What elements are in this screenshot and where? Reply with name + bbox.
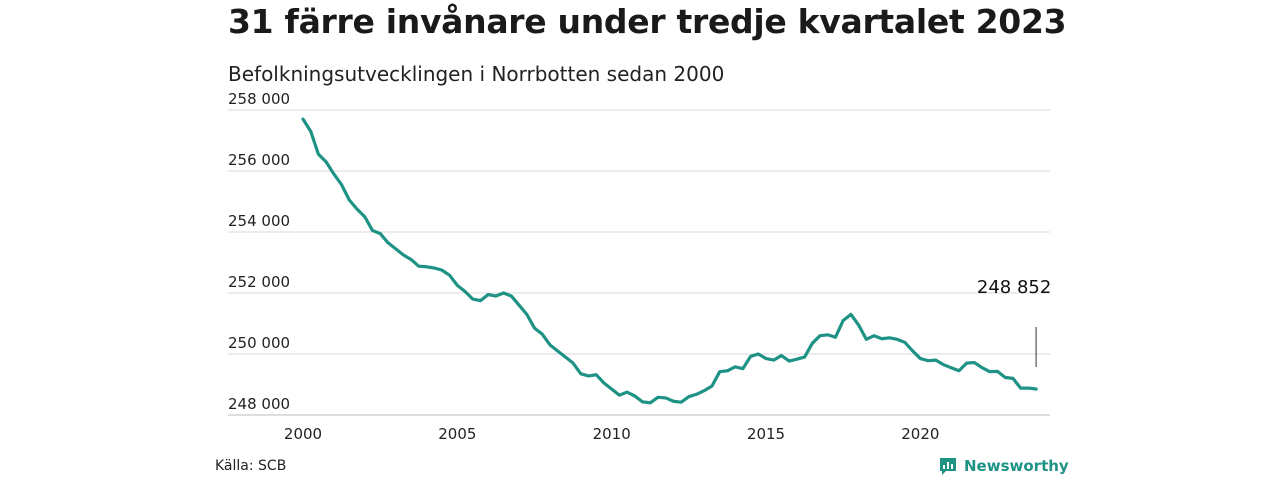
brand-name: Newsworthy (964, 457, 1069, 475)
y-tick-label: 254 000 (228, 212, 290, 230)
y-tick-label: 248 000 (228, 395, 290, 413)
gridlines (228, 109, 1050, 416)
x-tick-label: 2010 (593, 425, 631, 443)
x-tick-label: 2015 (747, 425, 785, 443)
y-tick-label: 258 000 (228, 90, 290, 108)
y-axis-tick-labels: 248 000 250 000 252 000 254 000 256 000 258 0… (228, 90, 290, 413)
x-tick-label: 2020 (901, 425, 939, 443)
y-tick-label: 256 000 (228, 151, 290, 169)
series-line-population (301, 117, 1038, 405)
x-axis-tick-labels: 2000 2005 2010 2015 2020 (284, 425, 940, 443)
brand-logo: Newsworthy (938, 456, 1069, 476)
y-tick-label: 250 000 (228, 334, 290, 352)
y-tick-label: 252 000 (228, 273, 290, 291)
x-tick-label: 2000 (284, 425, 322, 443)
annotation-label-latest-value: 248 852 (977, 277, 1051, 298)
newsworthy-logo-icon (940, 458, 956, 475)
x-tick-label: 2005 (438, 425, 476, 443)
source-note: Källa: SCB (215, 458, 287, 474)
chart-title: 31 färre invånare under tredje kvartalet… (228, 2, 1067, 41)
chart-subtitle: Befolkningsutvecklingen i Norrbotten sed… (228, 62, 725, 86)
